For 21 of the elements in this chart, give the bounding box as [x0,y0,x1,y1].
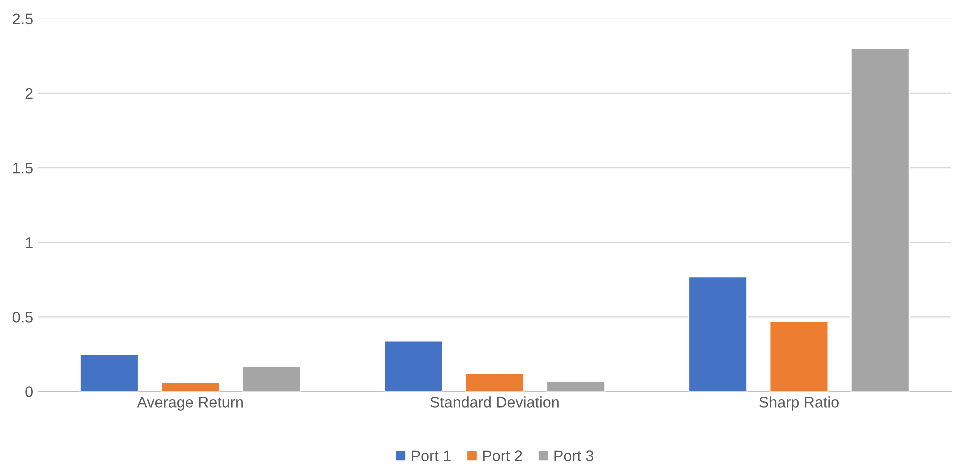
legend-label: Port 1 [412,450,451,462]
y-tick-label: 1 [26,238,33,248]
bar [384,340,444,392]
y-tick-label: 0.5 [12,312,33,323]
bar [688,276,748,392]
bar [465,373,525,392]
bar [850,48,910,392]
x-tick-label: Average Return [137,397,243,411]
legend-label: Port 2 [483,450,522,462]
y-tick-label: 1.5 [14,163,33,174]
bar [242,366,302,392]
y-tick-label: 2 [26,88,33,99]
bar [546,380,606,392]
y-tick-label: 0 [26,386,33,398]
bar [160,382,221,392]
x-tick-label: Standard Deviation [430,396,559,408]
x-tick-label: Sharp Ratio [760,396,839,411]
y-tick-label: 2.5 [13,14,33,25]
bar [80,354,140,392]
bar [769,320,830,392]
legend-label: Port 3 [554,450,594,462]
